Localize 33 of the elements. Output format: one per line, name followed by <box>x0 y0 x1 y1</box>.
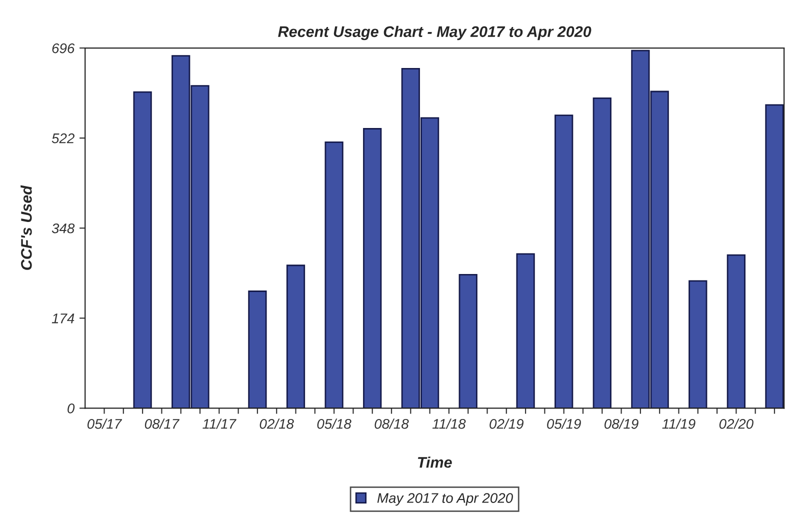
y-tick-label: 696 <box>52 43 75 54</box>
y-axis-title: CCF's Used <box>20 185 32 270</box>
bar <box>363 128 382 408</box>
bar <box>688 280 708 408</box>
x-tick-label: 11/18 <box>432 418 466 429</box>
bar <box>592 98 612 408</box>
x-axis-title: Time <box>418 456 452 468</box>
x-tick-label: 11/19 <box>662 418 696 429</box>
x-tick-label: 02/18 <box>260 418 294 429</box>
x-tick-label: 08/17 <box>144 418 180 429</box>
chart-title: Recent Usage Chart - May 2017 to Apr 2020 <box>278 26 592 40</box>
x-tick-label: 02/19 <box>490 418 524 429</box>
x-tick-label: 08/18 <box>374 418 409 429</box>
bar <box>133 91 152 408</box>
x-tick-label: 11/17 <box>202 418 236 429</box>
legend-label: May 2017 to Apr 2020 <box>377 493 513 506</box>
bar <box>726 254 746 408</box>
bar <box>286 264 306 408</box>
bar <box>516 253 535 408</box>
y-tick-label: 522 <box>52 133 74 144</box>
x-tick-label: 08/19 <box>604 418 638 429</box>
bar <box>458 274 478 408</box>
y-tick-label: 0 <box>68 404 75 414</box>
y-tick-label: 348 <box>52 223 75 234</box>
x-tick-label: 05/19 <box>547 418 581 429</box>
bar <box>765 104 784 408</box>
x-tick-label: 05/17 <box>87 418 122 429</box>
x-tick-label: 05/18 <box>317 418 352 429</box>
bar <box>248 290 267 408</box>
y-tick-label: 174 <box>52 314 74 324</box>
bar <box>324 142 344 408</box>
x-tick-label: 02/20 <box>719 418 754 429</box>
bar <box>554 114 574 408</box>
